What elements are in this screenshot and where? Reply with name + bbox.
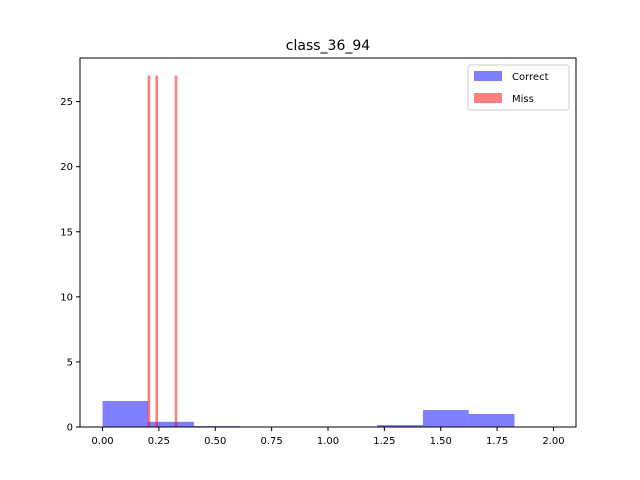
bar-miss-1 — [155, 75, 159, 428]
bar-correct-1 — [148, 421, 195, 427]
y-tick-label: 0 — [67, 423, 73, 434]
y-tick-label: 10 — [60, 292, 73, 303]
bar-correct-0 — [102, 400, 149, 427]
x-tick-label: 0.50 — [204, 436, 226, 447]
y-axis: 0 5 10 15 20 25 — [60, 97, 80, 434]
x-axis: 0.00 0.25 0.50 0.75 1.00 1.25 1.50 1.75 2.00 — [91, 427, 565, 447]
x-tick-label: 1.00 — [317, 436, 339, 447]
legend: Correct Miss — [467, 64, 570, 111]
x-tick-label: 2.00 — [542, 436, 564, 447]
bars-layer — [102, 75, 515, 428]
y-tick-label: 25 — [60, 97, 73, 108]
x-tick-label: 0.75 — [261, 436, 283, 447]
y-tick-label: 5 — [67, 357, 73, 368]
bar-miss-2 — [174, 75, 178, 428]
series-correct — [102, 400, 515, 427]
series-miss — [147, 75, 178, 428]
bar-correct-6 — [377, 425, 423, 427]
y-tick-label: 15 — [60, 227, 73, 238]
legend-label-correct: Correct — [512, 72, 549, 83]
x-tick-label: 0.25 — [148, 436, 170, 447]
x-tick-label: 1.75 — [486, 436, 508, 447]
bar-miss-0 — [147, 75, 151, 428]
bar-correct-8 — [468, 413, 515, 427]
y-tick-label: 20 — [60, 162, 73, 173]
x-tick-label: 0.00 — [91, 436, 113, 447]
x-tick-label: 1.50 — [430, 436, 452, 447]
legend-swatch-correct — [474, 71, 502, 81]
x-tick-label: 1.25 — [373, 436, 395, 447]
legend-label-miss: Miss — [512, 94, 534, 105]
chart-title: class_36_94 — [286, 38, 370, 54]
legend-swatch-miss — [474, 93, 502, 103]
bar-correct-7 — [422, 410, 469, 427]
